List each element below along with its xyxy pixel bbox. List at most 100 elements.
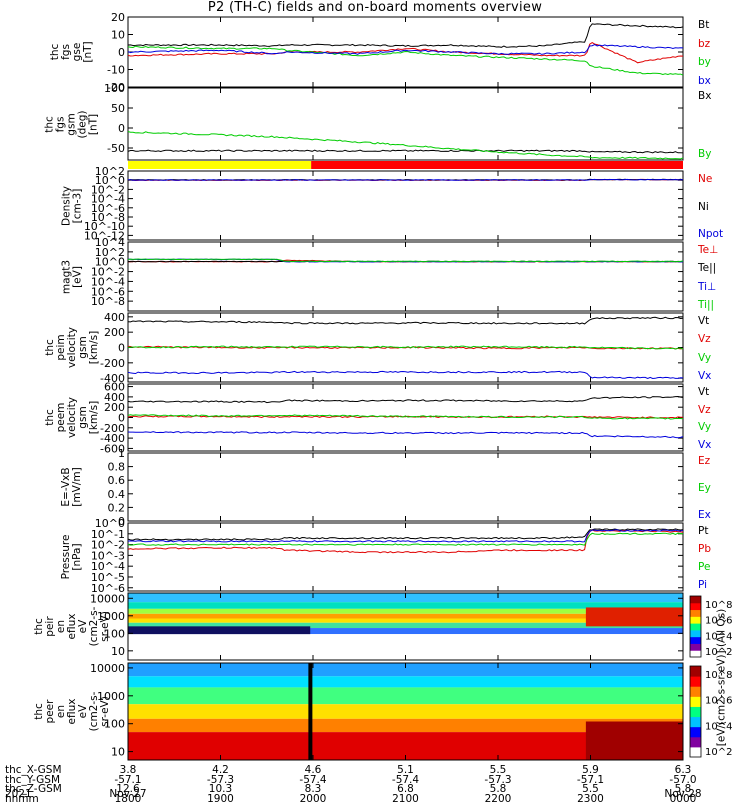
y-tick-label: 20: [111, 11, 125, 24]
colorbar-segment: [690, 629, 701, 638]
y-tick-label: 10^0: [95, 174, 125, 187]
y-tick-label: 10^-4: [91, 275, 125, 288]
colorbar-label: [eV/(cm2-s-sr-eV)] (All Qs): [715, 608, 728, 747]
ephem-value: 0000: [669, 792, 697, 805]
ephem-value: 6.3: [674, 764, 692, 776]
legend-temp-Te: Te⊥: [698, 244, 719, 256]
y-tick-label: 10^-6: [91, 285, 125, 298]
legend-efield-Ex: Ex: [698, 509, 711, 521]
colorbar-segment: [690, 726, 701, 738]
y-axis-label-pressure: Pressure [nPa]: [60, 534, 83, 580]
panel-frame: [127, 170, 684, 241]
legend-fgs-by: by: [698, 56, 711, 69]
series-line-pressure-Pe: [127, 532, 683, 546]
ephem-value: -57.4: [299, 773, 327, 786]
series-line-fgs_gsm-Bx: [127, 149, 684, 154]
date-label-end: Nov 28: [664, 788, 702, 800]
colorbar-tick-label: 10^6: [705, 616, 732, 627]
ephem-value: -57.0: [669, 773, 697, 786]
y-tick-label: 10: [111, 645, 125, 658]
y-tick-label: 10^2: [95, 246, 125, 259]
legend-fgs-Bt: Bt: [698, 19, 710, 31]
series-line-density-Npot: [128, 178, 684, 181]
legend-density-Ne: Ne: [698, 173, 713, 185]
ephem-value: -57.1: [576, 773, 605, 786]
ephem-row-label: thc_Y-GSM: [5, 773, 60, 786]
y-tick-label: 10^-3: [91, 549, 125, 562]
y-tick-label: 10: [111, 29, 125, 42]
y-tick-label: 200: [104, 401, 125, 414]
y-tick-label: -10: [107, 64, 125, 77]
y-tick-label: -20: [107, 81, 125, 94]
ephem-value: 12.6: [116, 783, 140, 795]
spectrogram-band: [128, 687, 683, 705]
colorbar-tick-label: 10^8: [705, 670, 732, 681]
colorbar-tick-label: 10^6: [705, 696, 732, 707]
mode-flag-yellow: [128, 161, 312, 169]
y-tick-label: 1000: [97, 690, 125, 703]
date-label-start: Nov 27: [109, 788, 147, 800]
legend-efield-Ez: Ez: [698, 455, 711, 467]
legend-peem_v-Vt: Vt: [698, 386, 710, 398]
ephem-value: -57.1: [114, 773, 142, 786]
y-tick-label: -200: [100, 357, 125, 370]
y-tick-label: 50: [111, 102, 125, 115]
series-line-pressure-Pi: [127, 529, 684, 543]
spectrogram-band: [128, 608, 683, 614]
y-tick-label: -200: [100, 422, 125, 435]
ephem-value: 5.8: [674, 783, 692, 795]
ephem-value: 3.8: [119, 764, 137, 776]
colorbar-segment: [690, 609, 701, 617]
y-tick-label: 10^-1: [91, 528, 125, 541]
y-tick-label: 10^-6: [91, 202, 125, 215]
legend-temp-Te: Te||: [698, 262, 717, 275]
y-tick-label: 10^-4: [91, 193, 125, 206]
series-line-peem_v-Vy: [127, 414, 684, 420]
legend-pressure-Pb: Pb: [698, 543, 711, 555]
colorbar-tick-label: 10^2: [705, 647, 732, 658]
y-tick-label: 0.4: [108, 488, 126, 501]
y-tick-label: 400: [104, 391, 125, 404]
series-line-peem_v-Vz: [127, 415, 684, 419]
y-tick-label: 10^-10: [84, 220, 125, 233]
ephem-value: 2000: [299, 792, 327, 805]
spectrogram-band: [128, 676, 683, 688]
series-line-peem_v-Vx: [127, 431, 684, 439]
y-axis-label-fgs_gsm: thc fgs gsm (deg) [nT]: [43, 110, 100, 138]
y-tick-label: 0: [118, 342, 125, 355]
legend-peim_v-Vz: Vz: [698, 333, 711, 346]
y-tick-label: 10^0: [95, 517, 125, 530]
series-line-temp-Ti: [127, 258, 684, 263]
y-axis-label-peir: thc peir en eflux eV (cm2-s- sr-eV): [32, 606, 111, 647]
legend-peim_v-Vt: Vt: [698, 315, 710, 327]
colorbar-segment: [690, 623, 701, 631]
y-axis-label-peer: thc peer en eflux eV (cm2-s- sr-eV): [32, 691, 111, 732]
y-tick-label: 10^-12: [84, 229, 125, 242]
y-tick-label: 400: [104, 311, 125, 324]
year-label: 2021: [5, 788, 32, 800]
colorbar-segment: [690, 746, 701, 758]
legend-density-Npot: Npot: [698, 228, 724, 240]
ephem-value: 10.3: [208, 783, 233, 795]
ephem-value: 2100: [392, 792, 419, 805]
series-line-peim_v-Vx: [127, 370, 684, 380]
ephem-value: 4.2: [212, 764, 229, 776]
spectrogram-band: [128, 602, 683, 609]
legend-peem_v-Vx: Vx: [698, 439, 712, 451]
legend-fgs-bx: bx: [698, 75, 711, 87]
ephem-value: 6.8: [397, 783, 414, 795]
colorbar-segment: [690, 596, 701, 604]
spectrogram-band: [128, 622, 683, 629]
colorbar-frame: [689, 665, 702, 758]
y-tick-label: 10^-6: [91, 582, 125, 595]
series-line-peem_v-Vt: [127, 395, 684, 404]
ephem-value: 5.5: [489, 764, 507, 776]
colorbar-segment: [690, 616, 701, 624]
legend-peim_v-Vy: Vy: [698, 351, 712, 364]
series-line-fgs-bx: [127, 44, 684, 55]
colorbar-segment: [690, 602, 701, 611]
y-tick-label: 10^-2: [91, 539, 125, 552]
series-line-fgs-Bt: [127, 23, 684, 48]
legend-peem_v-Vy: Vy: [698, 421, 712, 434]
